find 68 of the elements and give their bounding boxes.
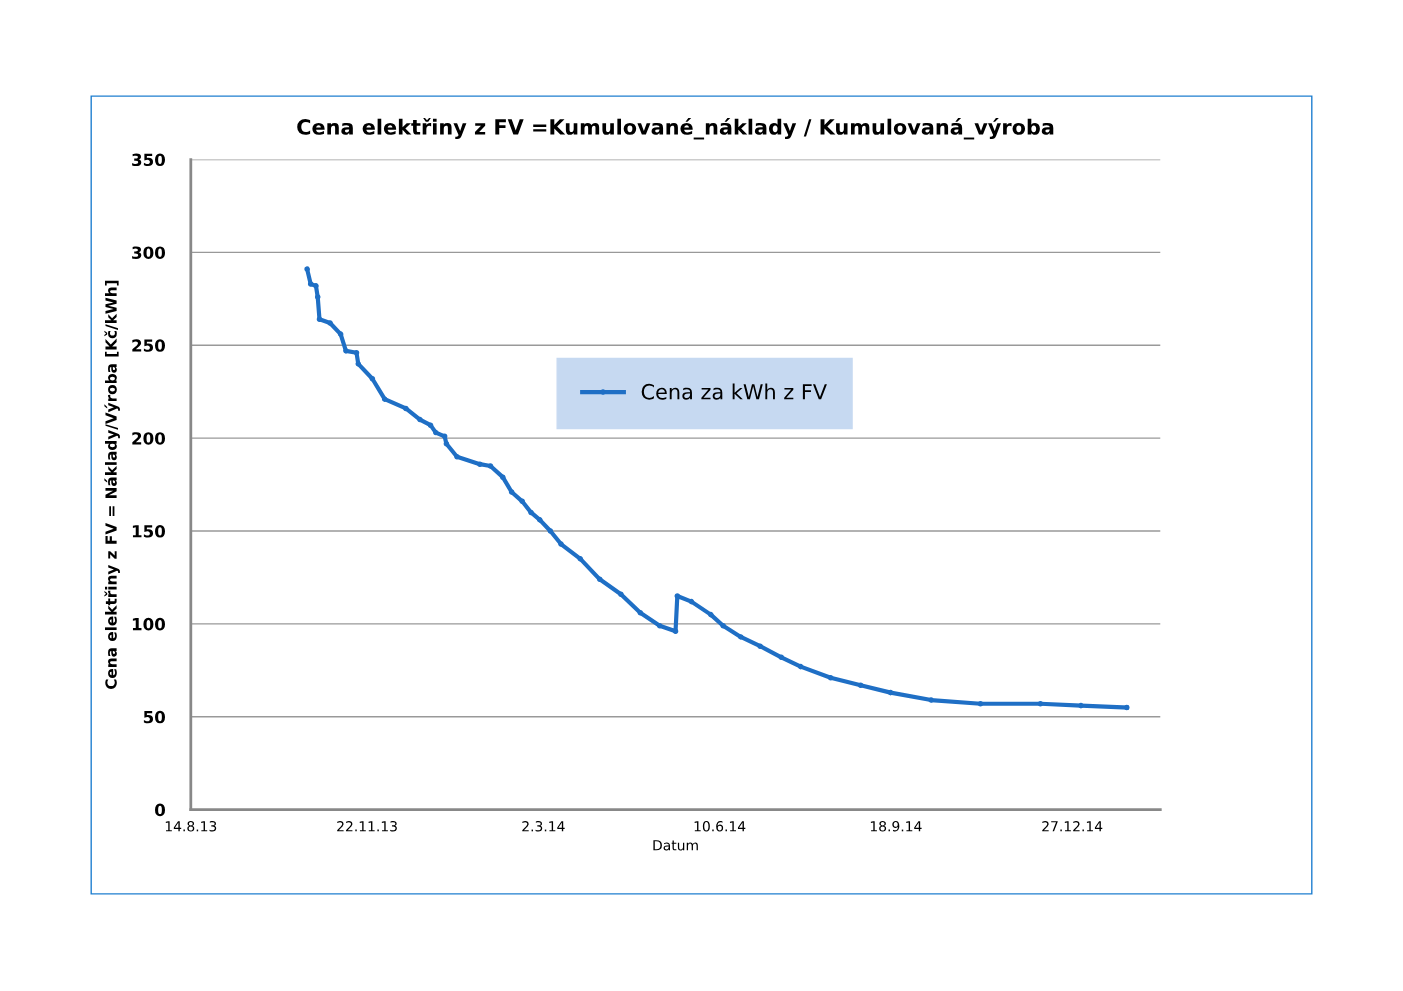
point (977, 700, 984, 707)
point (672, 628, 679, 635)
point (1078, 702, 1084, 709)
point (307, 281, 314, 287)
x-tick-label: 10.6.14 (694, 821, 746, 832)
point (508, 489, 515, 495)
point (720, 622, 726, 629)
point (454, 453, 460, 460)
point (674, 593, 681, 599)
point (577, 556, 584, 562)
point (737, 634, 744, 640)
y-tick-label: 300 (132, 246, 166, 259)
point (353, 349, 360, 356)
x-tick-label: 27.12.14 (1042, 821, 1103, 832)
point (1124, 704, 1130, 711)
point (403, 405, 409, 412)
point (314, 294, 321, 300)
point (637, 609, 644, 616)
point (304, 266, 310, 272)
point (887, 689, 894, 696)
point (928, 697, 934, 703)
point (708, 611, 714, 618)
point (618, 591, 624, 597)
point (327, 320, 333, 326)
point (1037, 700, 1044, 707)
y-tick-label: 100 (132, 617, 166, 631)
point (369, 375, 376, 382)
point (528, 509, 534, 516)
point (558, 541, 564, 547)
point (688, 598, 695, 605)
y-tick-label: 350 (132, 153, 166, 167)
point (827, 674, 834, 681)
point (427, 422, 434, 428)
x-tick-label: 22.11.13 (337, 821, 397, 832)
y-tick-label: 0 (155, 803, 166, 817)
point (313, 283, 319, 289)
point (316, 316, 323, 323)
x-tick-label: 2.3.14 (522, 821, 565, 832)
point (500, 474, 506, 480)
y-tick-label: 50 (143, 710, 166, 724)
chart-title: Cena elektřiny z FV =Kumulované_náklady / Kumulovaná_výroba (297, 117, 1054, 140)
point (797, 663, 804, 670)
y-tick-label: 150 (132, 525, 166, 538)
point (596, 576, 603, 583)
y-tick-label: 200 (132, 432, 166, 445)
y-axis-title: Cena elektřiny z FV = Náklady/Výroba [Kč/kWh] (104, 280, 120, 689)
point (519, 498, 525, 505)
point (441, 433, 448, 440)
point (355, 361, 362, 367)
point (656, 622, 663, 629)
y-tick-label: 250 (132, 339, 166, 352)
point (778, 654, 785, 661)
x-tick-label: 14.8.13 (165, 821, 217, 832)
point (547, 528, 554, 534)
point (433, 429, 439, 436)
point (343, 348, 349, 354)
point (381, 396, 388, 402)
point (443, 440, 450, 447)
point (477, 461, 483, 467)
point (417, 416, 423, 423)
point (537, 517, 543, 523)
point (857, 682, 864, 688)
x-tick-label: 18.9.14 (870, 821, 922, 832)
legend-label: Cena za kWh z FV (641, 383, 827, 400)
point (487, 463, 494, 469)
point (337, 331, 344, 337)
x-axis-title: Datum (653, 840, 698, 851)
point (757, 643, 763, 649)
